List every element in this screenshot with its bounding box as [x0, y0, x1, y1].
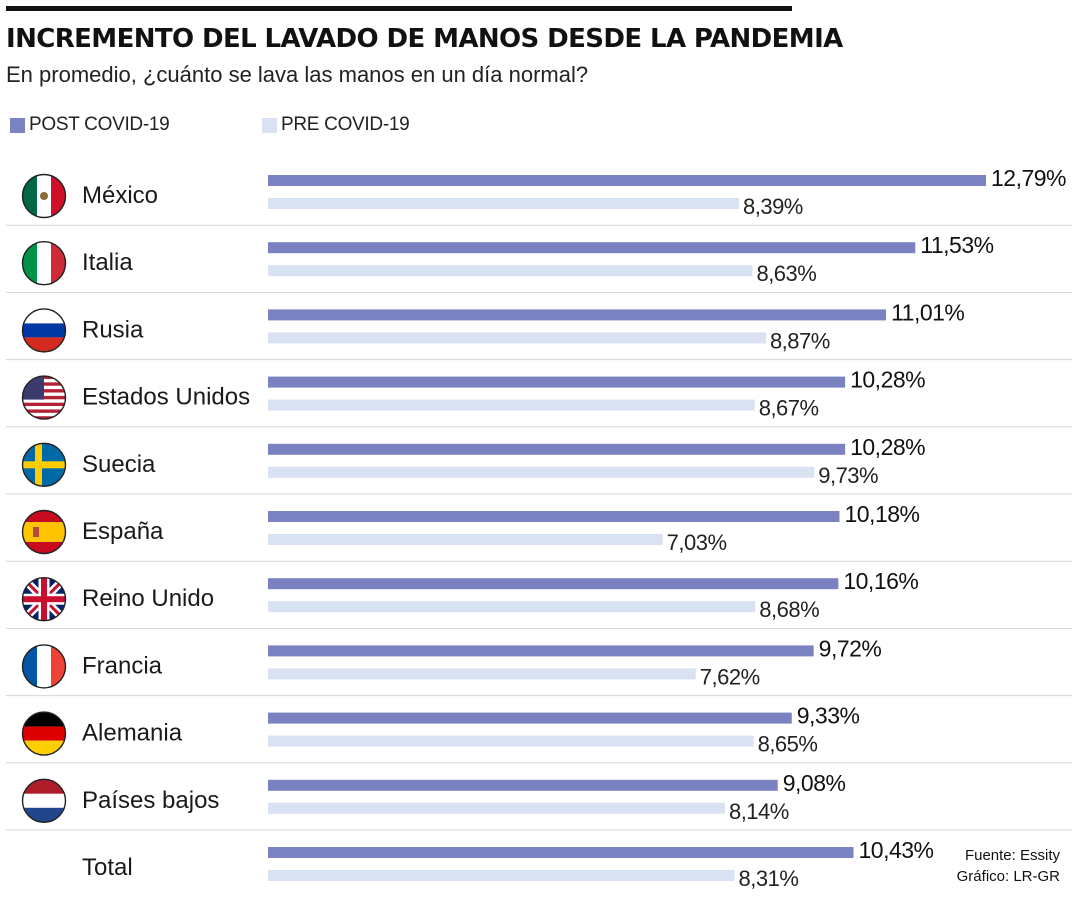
data-label-post: 11,01%	[891, 299, 964, 325]
bar-group: México 12,79% 8,39%	[6, 165, 1072, 226]
source-line: Fuente: Essity	[964, 847, 1060, 864]
bar-group: Rusia 11,01% 8,87%	[6, 299, 1072, 361]
bar-group: España 10,18% 7,03%	[6, 501, 1072, 562]
top-rule	[6, 6, 792, 11]
bar-post	[268, 443, 846, 455]
usa-flag-icon	[22, 376, 66, 420]
bar-post	[268, 578, 839, 590]
graphic-credit-line: Gráfico: LR-GR	[956, 868, 1060, 885]
data-label-pre: 8,87%	[770, 328, 830, 353]
flag-outline	[21, 778, 67, 823]
legend-swatch-pre	[262, 117, 277, 133]
bar-pre	[268, 735, 754, 747]
flag-outline	[21, 375, 67, 420]
data-label-pre: 8,31%	[739, 866, 799, 891]
data-label-pre: 7,03%	[667, 530, 727, 555]
bar-post	[268, 242, 916, 254]
bar-pre	[268, 601, 756, 613]
category-label: Suecia	[82, 451, 156, 478]
bar-pre	[268, 332, 766, 344]
bar-post	[268, 712, 792, 724]
category-label: Francia	[82, 652, 163, 679]
flag-outline	[21, 173, 67, 219]
bar-pre	[268, 198, 739, 209]
bar-group: Italia 11,53% 8,63%	[6, 232, 1072, 293]
bar-pre	[268, 265, 753, 277]
bar-post	[268, 309, 887, 321]
bar-post	[268, 847, 854, 858]
data-label-pre: 8,63%	[756, 261, 816, 286]
source-credit: Fuente: Essity Gráfico: LR-GR	[957, 845, 1060, 887]
data-label-post: 10,28%	[850, 367, 925, 393]
bar-post	[268, 645, 814, 657]
bar-post	[268, 511, 840, 522]
legend-label-post: POST COVID-19	[29, 114, 170, 135]
chart-title: INCREMENTO DEL LAVADO DE MANOS DESDE LA …	[6, 24, 843, 54]
legend: POST COVID-19 PRE COVID-19	[10, 114, 610, 138]
legend-swatch-post	[10, 117, 25, 133]
bar-group: Total 10,43% 8,31%	[82, 837, 934, 891]
data-label-pre: 8,65%	[758, 732, 818, 757]
bar-pre	[268, 466, 815, 478]
category-label: Alemania	[82, 720, 183, 747]
bar-pre	[268, 870, 735, 881]
bar-group: Francia 9,72% 7,62%	[6, 635, 1072, 697]
uk-flag-icon	[22, 577, 66, 621]
bar-post	[268, 376, 846, 388]
category-label: Estados Unidos	[82, 384, 250, 411]
sweden-flag-icon	[22, 443, 66, 487]
bar-group: Países bajos 9,08% 8,14%	[6, 770, 1072, 831]
flag-outline	[21, 442, 67, 487]
category-label: Países bajos	[82, 787, 219, 814]
data-label-pre: 8,39%	[743, 194, 803, 219]
bar-pre	[268, 802, 725, 814]
data-label-post: 9,72%	[819, 635, 882, 661]
bar-group: Alemania 9,33% 8,65%	[6, 703, 1072, 764]
data-label-pre: 8,14%	[729, 799, 789, 824]
legend-item-pre: PRE COVID-19	[262, 114, 410, 136]
data-label-pre: 8,68%	[759, 597, 819, 622]
data-label-post: 9,08%	[783, 770, 846, 796]
data-label-post: 10,16%	[843, 568, 918, 594]
category-label: Reino Unido	[82, 585, 214, 612]
bar-group: Suecia 10,28% 9,73%	[6, 434, 1072, 495]
bar-pre	[268, 668, 696, 680]
data-label-pre: 9,73%	[818, 463, 878, 488]
bar-group: Estados Unidos 10,28% 8,67%	[6, 367, 1072, 428]
data-label-post: 12,79%	[991, 165, 1066, 191]
chart-subtitle: En promedio, ¿cuánto se lava las manos e…	[6, 62, 589, 87]
data-label-post: 10,28%	[850, 434, 925, 460]
bar-pre	[268, 534, 663, 545]
legend-item-post: POST COVID-19	[10, 114, 170, 136]
flag-outline	[21, 308, 67, 353]
flag-outline	[21, 644, 67, 689]
spain-flag-icon	[22, 510, 66, 554]
data-label-post: 11,53%	[920, 232, 993, 258]
data-label-post: 10,18%	[844, 501, 919, 527]
bar-group: Reino Unido 10,16% 8,68%	[6, 568, 1072, 629]
flag-outline	[21, 241, 67, 286]
flag-outline	[21, 577, 67, 622]
category-label: España	[82, 518, 164, 545]
category-label: Total	[82, 854, 133, 881]
category-label: México	[82, 182, 158, 209]
bar-post	[268, 779, 778, 791]
data-label-pre: 8,67%	[759, 396, 819, 421]
data-label-pre: 7,62%	[700, 664, 760, 689]
flag-outline	[21, 711, 67, 756]
data-label-post: 9,33%	[797, 703, 860, 729]
category-label: Rusia	[82, 316, 144, 343]
flag-outline	[21, 509, 67, 555]
legend-label-pre: PRE COVID-19	[281, 114, 410, 135]
category-label: Italia	[82, 249, 133, 276]
data-label-post: 10,43%	[859, 837, 934, 863]
bar-pre	[268, 399, 755, 411]
bar-post	[268, 175, 986, 186]
